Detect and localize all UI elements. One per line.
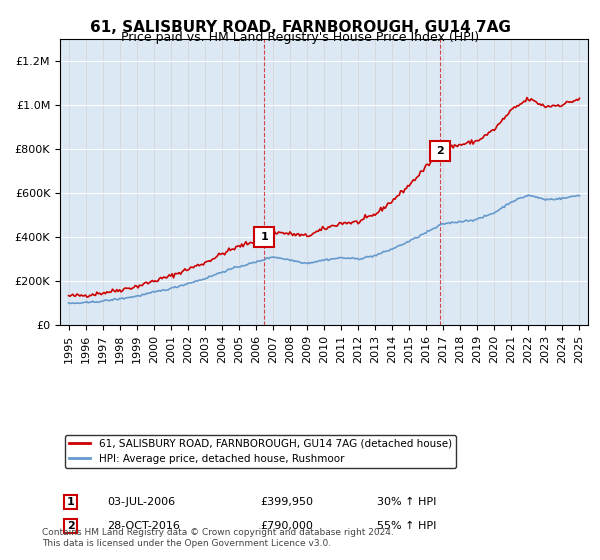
Text: 1: 1 (260, 232, 268, 242)
Text: 2: 2 (436, 146, 444, 156)
Text: 03-JUL-2006: 03-JUL-2006 (107, 497, 176, 507)
Text: Contains HM Land Registry data © Crown copyright and database right 2024.
This d: Contains HM Land Registry data © Crown c… (42, 528, 394, 548)
Text: 1: 1 (67, 497, 74, 507)
Text: 28-OCT-2016: 28-OCT-2016 (107, 521, 181, 531)
Text: Price paid vs. HM Land Registry's House Price Index (HPI): Price paid vs. HM Land Registry's House … (121, 31, 479, 44)
Text: 2: 2 (67, 521, 74, 531)
Text: 30% ↑ HPI: 30% ↑ HPI (377, 497, 436, 507)
Legend: 61, SALISBURY ROAD, FARNBOROUGH, GU14 7AG (detached house), HPI: Average price, : 61, SALISBURY ROAD, FARNBOROUGH, GU14 7A… (65, 435, 456, 468)
Text: 55% ↑ HPI: 55% ↑ HPI (377, 521, 436, 531)
Text: 61, SALISBURY ROAD, FARNBOROUGH, GU14 7AG: 61, SALISBURY ROAD, FARNBOROUGH, GU14 7A… (89, 20, 511, 35)
Text: £790,000: £790,000 (260, 521, 314, 531)
Text: £399,950: £399,950 (260, 497, 314, 507)
